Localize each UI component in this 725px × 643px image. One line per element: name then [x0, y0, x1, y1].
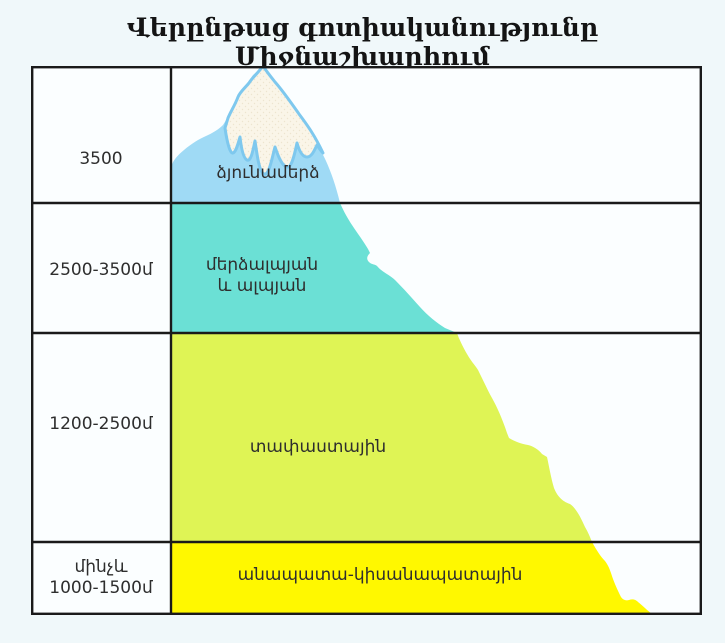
- steppe-zone-shape: [171, 333, 592, 542]
- altitude-label-desert: մինչև 1000-1500մ: [49, 557, 153, 598]
- mountain-zones-svg: [31, 66, 702, 615]
- alpine-zone-shape: [171, 203, 457, 333]
- zone-label-steppe: տափաստային: [249, 437, 387, 457]
- snow-cap-outline: [223, 66, 325, 176]
- diagram-title: Վերընթաց գոտիականությունը Միջնաշխարհում: [126, 13, 599, 71]
- zone-label-desert: անապատա-կիսանապատային: [237, 565, 523, 585]
- altitude-label-alpine: 2500-3500մ: [49, 260, 153, 280]
- altitude-label-steppe: 1200-2500մ: [49, 414, 153, 434]
- table-border: [31, 66, 702, 615]
- desert-zone-shape: [171, 542, 652, 615]
- zone-label-nival: ձյունամերձ: [216, 163, 320, 183]
- table-grid-lines: [31, 66, 702, 615]
- zone-label-alpine: մերձալպյան և ալպյան: [205, 255, 319, 296]
- zonation-table: 3500 2500-3500մ 1200-2500մ մինչև 1000-15…: [31, 66, 702, 615]
- altitude-label-nival: 3500: [79, 149, 123, 169]
